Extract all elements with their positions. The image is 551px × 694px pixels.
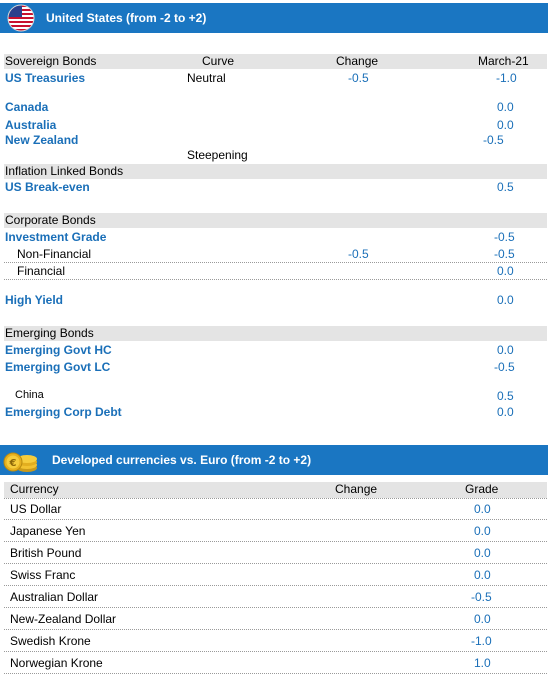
currency-grade: 0.0 bbox=[474, 568, 491, 582]
row-emerging-corp-debt: Emerging Corp Debt 0.0 bbox=[4, 405, 547, 421]
euro-coins-icon: € bbox=[3, 452, 37, 472]
header-currency: Currency bbox=[10, 482, 59, 496]
row-financial: Financial 0.0 bbox=[4, 264, 547, 280]
fx-section-banner: € Developed currencies vs. Euro (from -2… bbox=[0, 445, 548, 475]
currency-row-swiss-franc: Swiss Franc 0.0 bbox=[4, 564, 547, 586]
currency-grade: 0.0 bbox=[474, 502, 491, 516]
currency-label: Swedish Krone bbox=[10, 634, 91, 648]
currency-row-us-dollar: US Dollar 0.0 bbox=[4, 498, 547, 520]
emerging-bonds-header: Emerging Bonds bbox=[4, 326, 547, 341]
grade-value: -0.5 bbox=[494, 230, 515, 244]
change-value: -0.5 bbox=[348, 247, 369, 261]
row-investment-grade: Investment Grade -0.5 bbox=[4, 230, 547, 246]
us-section-banner: United States (from -2 to +2) bbox=[0, 3, 548, 33]
currency-table-header: Currency Change Grade bbox=[4, 482, 547, 498]
row-emerging-govt-hc: Emerging Govt HC 0.0 bbox=[4, 343, 547, 359]
row-us-treasuries: US Treasuries Neutral -0.5 -1.0 bbox=[4, 71, 547, 87]
row-australia: Australia 0.0 bbox=[4, 118, 547, 134]
currency-row-british-pound: British Pound 0.0 bbox=[4, 542, 547, 564]
currency-grade: -0.5 bbox=[471, 590, 492, 604]
row-label: US Break-even bbox=[5, 180, 90, 194]
row-label: Financial bbox=[17, 264, 66, 278]
row-high-yield: High Yield 0.0 bbox=[4, 293, 547, 309]
row-label: Canada bbox=[5, 100, 49, 114]
row-label: Emerging Corp Debt bbox=[5, 405, 122, 419]
currency-grade: 0.0 bbox=[474, 612, 491, 626]
row-label: High Yield bbox=[5, 293, 64, 307]
currency-row-swedish-krone: Swedish Krone -1.0 bbox=[4, 630, 547, 652]
sovereign-bonds-header: Sovereign Bonds Curve Change March-21 bbox=[4, 54, 547, 69]
currency-grade: 0.0 bbox=[474, 524, 491, 538]
grade-value: -0.5 bbox=[494, 247, 515, 261]
currency-label: Japanese Yen bbox=[10, 524, 86, 538]
currency-grade: -1.0 bbox=[471, 634, 492, 648]
row-label: Investment Grade bbox=[5, 230, 107, 244]
fx-section-title: Developed currencies vs. Euro (from -2 t… bbox=[52, 453, 312, 467]
currency-row-japanese-yen: Japanese Yen 0.0 bbox=[4, 520, 547, 542]
row-new-zealand: New Zealand -0.5 bbox=[4, 133, 547, 149]
row-label: Non-Financial bbox=[17, 247, 92, 261]
row-label: Emerging Govt LC bbox=[5, 360, 111, 374]
currency-label: Norwegian Krone bbox=[10, 656, 103, 670]
inflation-bonds-header: Inflation Linked Bonds bbox=[4, 164, 547, 179]
grade-value: 0.0 bbox=[497, 293, 514, 307]
grade-value: 0.0 bbox=[497, 343, 514, 357]
header-corporate-bonds: Corporate Bonds bbox=[5, 213, 96, 227]
header-change: Change bbox=[336, 54, 379, 68]
corporate-bonds-header: Corporate Bonds bbox=[4, 213, 547, 228]
header-curve: Curve bbox=[202, 54, 235, 68]
grade-value: -1.0 bbox=[496, 71, 517, 85]
currency-grade: 0.0 bbox=[474, 546, 491, 560]
grade-value: -0.5 bbox=[483, 133, 504, 147]
currency-row-australian-dollar: Australian Dollar -0.5 bbox=[4, 586, 547, 608]
row-us-break-even: US Break-even 0.5 bbox=[4, 180, 547, 196]
us-section-title: United States (from -2 to +2) bbox=[46, 11, 207, 25]
row-label: US Treasuries bbox=[5, 71, 86, 85]
currency-label: British Pound bbox=[10, 546, 82, 560]
row-divider bbox=[4, 279, 547, 280]
header-grade: Grade bbox=[465, 482, 499, 496]
grade-value: 0.5 bbox=[497, 180, 514, 194]
currency-label: US Dollar bbox=[10, 502, 62, 516]
header-emerging-bonds: Emerging Bonds bbox=[5, 326, 94, 340]
currency-grade: 1.0 bbox=[474, 656, 491, 670]
row-china: China 0.5 bbox=[4, 389, 547, 405]
currency-label: New-Zealand Dollar bbox=[10, 612, 117, 626]
currency-label: Swiss Franc bbox=[10, 568, 76, 582]
header-sovereign-bonds: Sovereign Bonds bbox=[5, 54, 97, 68]
currency-row-new-zealand-dollar: New-Zealand Dollar 0.0 bbox=[4, 608, 547, 630]
header-inflation-linked-bonds: Inflation Linked Bonds bbox=[5, 164, 124, 178]
grade-value: 0.0 bbox=[497, 264, 514, 278]
grade-value: 0.5 bbox=[497, 389, 514, 403]
row-canada: Canada 0.0 bbox=[4, 100, 547, 116]
grade-value: 0.0 bbox=[497, 405, 514, 419]
row-emerging-govt-lc: Emerging Govt LC -0.5 bbox=[4, 360, 547, 376]
row-label: Emerging Govt HC bbox=[5, 343, 112, 357]
row-divider bbox=[4, 262, 547, 263]
row-label: New Zealand bbox=[5, 133, 79, 147]
grade-value: -0.5 bbox=[494, 360, 515, 374]
curve-value: Neutral bbox=[187, 71, 226, 85]
row-steepening: Steepening bbox=[4, 148, 547, 164]
row-label: China bbox=[15, 389, 44, 401]
change-value: -0.5 bbox=[348, 71, 369, 85]
svg-text:€: € bbox=[9, 458, 17, 469]
us-flag-icon bbox=[7, 4, 35, 32]
header-change: Change bbox=[335, 482, 378, 496]
grade-value: 0.0 bbox=[497, 100, 514, 114]
header-divider bbox=[4, 498, 547, 499]
row-non-financial: Non-Financial -0.5 -0.5 bbox=[4, 247, 547, 263]
grade-value: 0.0 bbox=[497, 118, 514, 132]
row-label: Australia bbox=[5, 118, 57, 132]
steepening-label: Steepening bbox=[187, 148, 248, 162]
currency-row-norwegian-krone: Norwegian Krone 1.0 bbox=[4, 652, 547, 674]
header-march-21: March-21 bbox=[478, 54, 529, 68]
currency-label: Australian Dollar bbox=[10, 590, 99, 604]
